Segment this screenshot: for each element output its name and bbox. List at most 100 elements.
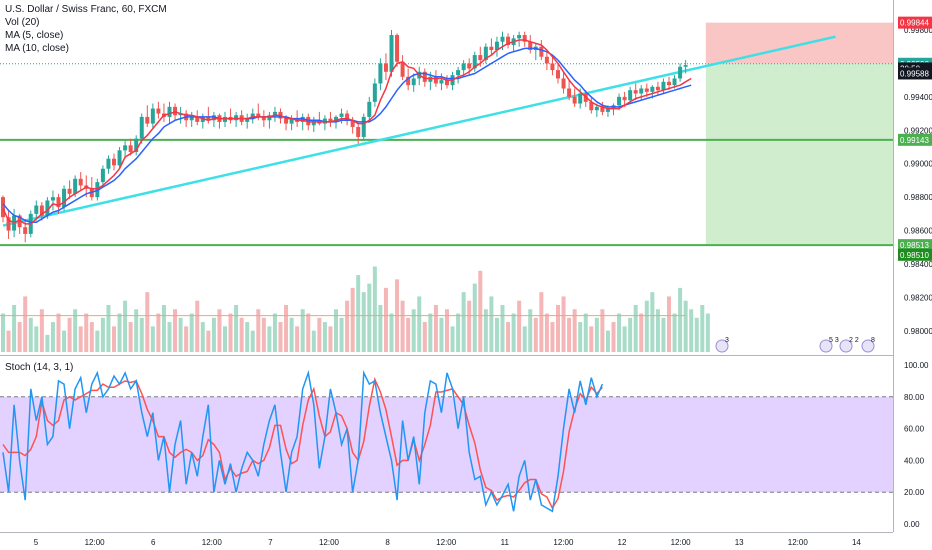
- candle-body[interactable]: [372, 83, 377, 102]
- candle-body[interactable]: [356, 126, 361, 137]
- candle-body[interactable]: [467, 63, 472, 69]
- event-badge-icon[interactable]: [839, 339, 853, 353]
- candle-body[interactable]: [50, 197, 55, 201]
- candle-body[interactable]: [6, 217, 11, 231]
- candle-body[interactable]: [200, 116, 205, 122]
- event-badge-icon[interactable]: [715, 339, 729, 353]
- candle-body[interactable]: [284, 118, 289, 124]
- candle-body[interactable]: [173, 106, 178, 116]
- candle-body[interactable]: [517, 35, 522, 39]
- candle-body[interactable]: [672, 78, 677, 86]
- candle-body[interactable]: [383, 63, 388, 72]
- candle-body[interactable]: [128, 145, 133, 153]
- candle-body[interactable]: [422, 71, 427, 82]
- candle-body[interactable]: [605, 108, 610, 112]
- candle-body[interactable]: [667, 81, 671, 86]
- candle-body[interactable]: [617, 96, 622, 106]
- candle-body[interactable]: [644, 88, 649, 92]
- candle-body[interactable]: [123, 145, 128, 151]
- candle-body[interactable]: [489, 46, 494, 51]
- candle-body[interactable]: [100, 168, 105, 183]
- candle-body[interactable]: [600, 106, 605, 112]
- candle-body[interactable]: [578, 93, 583, 104]
- candle-body[interactable]: [350, 120, 355, 127]
- candle-body[interactable]: [544, 56, 549, 64]
- candle-body[interactable]: [206, 116, 211, 121]
- candle-body[interactable]: [528, 41, 533, 51]
- event-badge-icon[interactable]: [861, 339, 875, 353]
- candle-body[interactable]: [445, 80, 449, 86]
- candle-body[interactable]: [106, 158, 111, 169]
- candle-body[interactable]: [23, 227, 28, 234]
- candle-body[interactable]: [112, 158, 116, 166]
- candle-body[interactable]: [361, 116, 366, 137]
- candle-body[interactable]: [522, 35, 527, 42]
- candle-body[interactable]: [594, 106, 599, 111]
- stop-loss-zone[interactable]: [705, 22, 893, 64]
- candle-body[interactable]: [433, 76, 438, 84]
- volume-legend[interactable]: Vol (20): [5, 17, 40, 28]
- candle-body[interactable]: [39, 205, 44, 216]
- candle-body[interactable]: [567, 88, 572, 97]
- candle-body[interactable]: [572, 96, 577, 104]
- event-badge-icon[interactable]: [819, 339, 833, 353]
- candle-body[interactable]: [406, 76, 411, 86]
- candle-body[interactable]: [139, 116, 144, 139]
- symbol-title[interactable]: U.S. Dollar / Swiss Franc, 60, FXCM: [5, 4, 167, 15]
- candle-body[interactable]: [539, 46, 544, 57]
- candle-body[interactable]: [478, 55, 483, 61]
- candle-body[interactable]: [683, 65, 688, 67]
- candle-body[interactable]: [134, 138, 139, 153]
- candle-body[interactable]: [178, 113, 183, 116]
- candle-body[interactable]: [400, 61, 405, 77]
- candle-body[interactable]: [322, 118, 327, 124]
- ma10-legend[interactable]: MA (10, close): [5, 43, 69, 54]
- candle-body[interactable]: [73, 178, 78, 194]
- candle-body[interactable]: [461, 63, 466, 71]
- candle-body[interactable]: [500, 36, 505, 42]
- candle-body[interactable]: [311, 120, 316, 126]
- candle-body[interactable]: [189, 116, 194, 121]
- candle-body[interactable]: [195, 116, 200, 122]
- candle-body[interactable]: [223, 116, 227, 122]
- trendline[interactable]: [2, 35, 836, 227]
- candle-body[interactable]: [150, 108, 155, 124]
- candle-body[interactable]: [661, 81, 666, 91]
- candle-body[interactable]: [300, 116, 305, 122]
- candle-body[interactable]: [67, 188, 72, 194]
- candle-body[interactable]: [639, 88, 644, 94]
- candle-body[interactable]: [256, 113, 261, 117]
- candle-body[interactable]: [483, 46, 488, 61]
- candle-body[interactable]: [267, 115, 272, 121]
- candle-body[interactable]: [506, 36, 511, 46]
- candle-body[interactable]: [89, 188, 94, 198]
- candle-body[interactable]: [650, 86, 655, 92]
- candle-body[interactable]: [117, 150, 122, 166]
- candle-body[interactable]: [411, 78, 416, 86]
- candle-body[interactable]: [261, 116, 266, 121]
- candle-body[interactable]: [428, 76, 433, 82]
- ma5-legend[interactable]: MA (5, close): [5, 30, 64, 41]
- candle-body[interactable]: [633, 90, 638, 94]
- candle-body[interactable]: [62, 188, 67, 208]
- candle-body[interactable]: [389, 35, 394, 72]
- candle-body[interactable]: [245, 118, 250, 122]
- candle-body[interactable]: [345, 113, 350, 121]
- candle-body[interactable]: [589, 101, 594, 111]
- candle-body[interactable]: [45, 200, 50, 216]
- candle-body[interactable]: [34, 205, 39, 214]
- candle-body[interactable]: [395, 35, 400, 62]
- candle-body[interactable]: [234, 115, 239, 121]
- stoch-legend[interactable]: Stoch (14, 3, 1): [5, 362, 74, 373]
- stochastic-pane[interactable]: [0, 369, 893, 513]
- candle-body[interactable]: [678, 66, 683, 79]
- candle-body[interactable]: [12, 215, 17, 231]
- candle-body[interactable]: [561, 78, 566, 89]
- candle-body[interactable]: [145, 116, 150, 124]
- candle-body[interactable]: [339, 113, 344, 117]
- candle-body[interactable]: [272, 111, 277, 116]
- candle-body[interactable]: [1, 197, 5, 218]
- candle-body[interactable]: [628, 90, 633, 101]
- candle-body[interactable]: [56, 197, 61, 208]
